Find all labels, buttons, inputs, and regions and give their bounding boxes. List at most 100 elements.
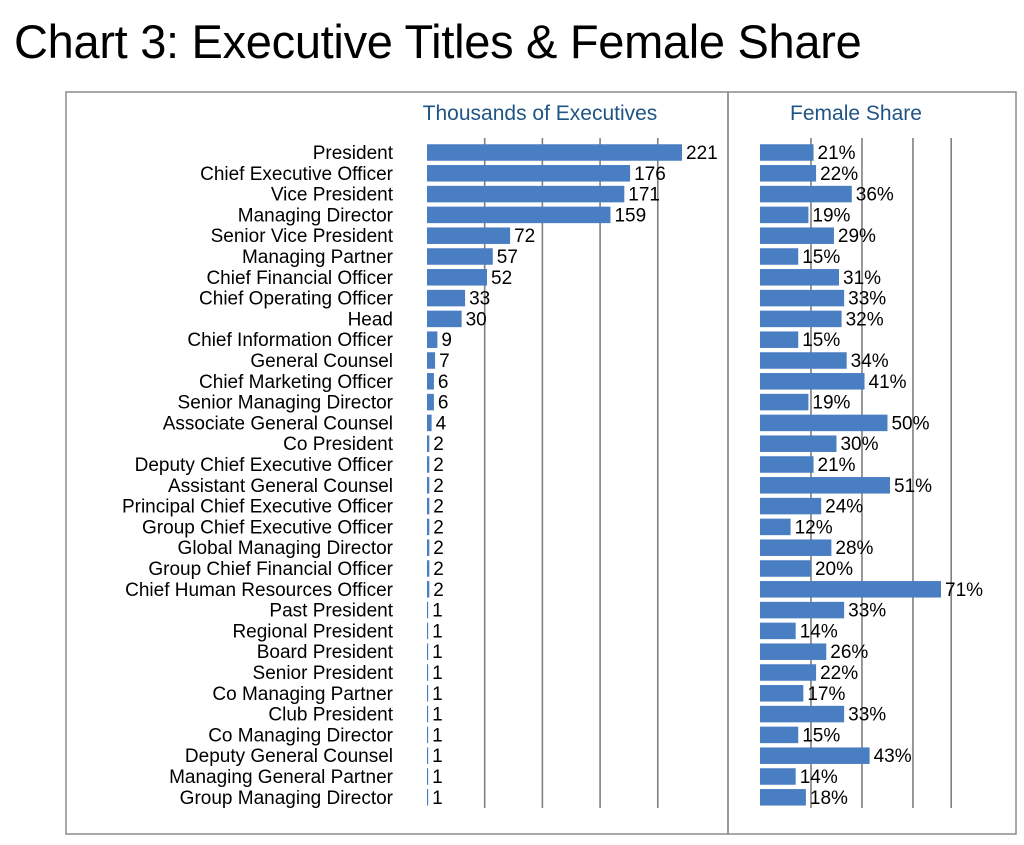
executives-data-label: 1 — [432, 663, 443, 684]
category-label: Group Managing Director — [180, 788, 394, 809]
female-share-bar — [760, 560, 811, 577]
female-share-data-label: 41% — [869, 372, 907, 393]
female-share-bar — [760, 373, 865, 390]
executives-bar — [427, 289, 466, 307]
executives-data-label: 1 — [432, 705, 443, 726]
bar-series — [427, 144, 941, 806]
female-share-data-label: 14% — [800, 621, 838, 642]
right-panel-border — [727, 91, 1017, 835]
female-share-bar — [760, 497, 822, 515]
category-label: Co Managing Director — [208, 725, 393, 746]
category-label: Head — [348, 309, 393, 330]
executives-data-label: 2 — [433, 538, 444, 559]
female-share-bar — [760, 664, 817, 681]
category-label: Managing Partner — [242, 247, 394, 268]
female-share-data-label: 19% — [812, 393, 850, 414]
female-share-data-label: 22% — [820, 663, 858, 684]
female-share-bar — [760, 352, 847, 369]
executives-bar — [427, 185, 625, 203]
executives-data-label: 221 — [686, 143, 718, 164]
category-label: Club President — [268, 705, 393, 726]
female-share-bar — [760, 477, 891, 494]
executives-data-label: 33 — [469, 289, 490, 310]
female-share-bar — [760, 705, 845, 723]
female-share-data-label: 32% — [846, 309, 884, 330]
category-label: Principal Chief Executive Officer — [122, 497, 394, 518]
female-share-data-label: 34% — [851, 351, 889, 372]
executives-bar — [427, 206, 611, 224]
category-label: Chief Human Resources Officer — [125, 580, 394, 601]
female-share-data-label: 33% — [848, 289, 886, 310]
category-label: President — [313, 143, 394, 164]
category-label: Chief Operating Officer — [199, 289, 394, 310]
executives-bar — [427, 768, 429, 785]
executives-bar — [427, 435, 430, 452]
category-label: Board President — [257, 642, 394, 663]
executives-bar — [427, 601, 429, 619]
executives-data-label: 2 — [433, 455, 444, 476]
category-label: Co Managing Partner — [212, 684, 393, 705]
female-share-data-label: 15% — [802, 247, 840, 268]
executives-data-label: 1 — [432, 601, 443, 622]
female-share-data-label: 19% — [812, 205, 850, 226]
category-label: Vice President — [271, 185, 394, 206]
executives-bar — [427, 705, 429, 723]
female-share-bar — [760, 289, 845, 307]
category-label: Chief Marketing Officer — [199, 372, 394, 393]
female-share-bar — [760, 414, 888, 432]
female-share-bar — [760, 331, 799, 348]
female-share-data-label: 33% — [848, 705, 886, 726]
female-share-bar — [760, 144, 814, 161]
female-share-bar — [760, 393, 809, 411]
executives-data-label: 4 — [436, 413, 447, 434]
category-label: Senior President — [253, 663, 394, 684]
female-share-data-label: 14% — [800, 767, 838, 788]
female-share-data-label: 31% — [843, 268, 881, 289]
female-share-bar — [760, 227, 834, 244]
female-share-data-label: 50% — [891, 413, 929, 434]
female-share-data-label: 28% — [835, 538, 873, 559]
executives-data-label: 1 — [432, 788, 443, 809]
category-label: Group Chief Executive Officer — [142, 517, 394, 538]
female-share-data-label: 21% — [818, 143, 856, 164]
female-share-data-label: 30% — [840, 434, 878, 455]
executives-bar — [427, 518, 430, 536]
category-label: Senior Vice President — [211, 226, 394, 247]
category-label: Past President — [269, 601, 393, 622]
executives-bar — [427, 373, 434, 390]
executives-data-label: 2 — [433, 497, 444, 518]
executives-bar — [427, 664, 429, 681]
executives-data-label: 1 — [432, 725, 443, 746]
executives-data-label: 2 — [433, 476, 444, 497]
executives-bar — [427, 310, 462, 328]
female-share-bar — [760, 206, 809, 224]
category-label: Assistant General Counsel — [168, 476, 393, 497]
female-share-bar — [760, 622, 796, 640]
female-share-data-label: 21% — [818, 455, 856, 476]
executives-data-label: 1 — [432, 767, 443, 788]
female-share-data-label: 22% — [820, 164, 858, 185]
executives-data-label: 6 — [438, 393, 449, 414]
category-label: Co President — [283, 434, 394, 455]
executives-bar — [427, 726, 429, 744]
page-title: Chart 3: Executive Titles & Female Share — [14, 15, 862, 68]
executives-panel-title: Thousands of Executives — [423, 102, 658, 125]
female-share-bar — [760, 165, 817, 182]
executives-bar — [427, 477, 430, 494]
category-label: Chief Information Officer — [187, 330, 393, 351]
category-label: Chief Executive Officer — [200, 164, 394, 185]
executives-bar — [427, 144, 682, 161]
executives-data-label: 171 — [628, 185, 660, 206]
category-label: Chief Financial Officer — [206, 268, 393, 289]
executives-bar — [427, 789, 429, 806]
female-share-bar — [760, 747, 870, 764]
executives-bar — [427, 352, 436, 369]
executives-bar — [427, 227, 511, 244]
category-label: Deputy General Counsel — [185, 746, 393, 767]
category-label: Global Managing Director — [178, 538, 394, 559]
female-share-bar — [760, 435, 837, 452]
executives-data-label: 159 — [614, 205, 646, 226]
executives-bar — [427, 539, 430, 556]
female-share-bar — [760, 310, 842, 328]
female-share-data-label: 15% — [802, 330, 840, 351]
